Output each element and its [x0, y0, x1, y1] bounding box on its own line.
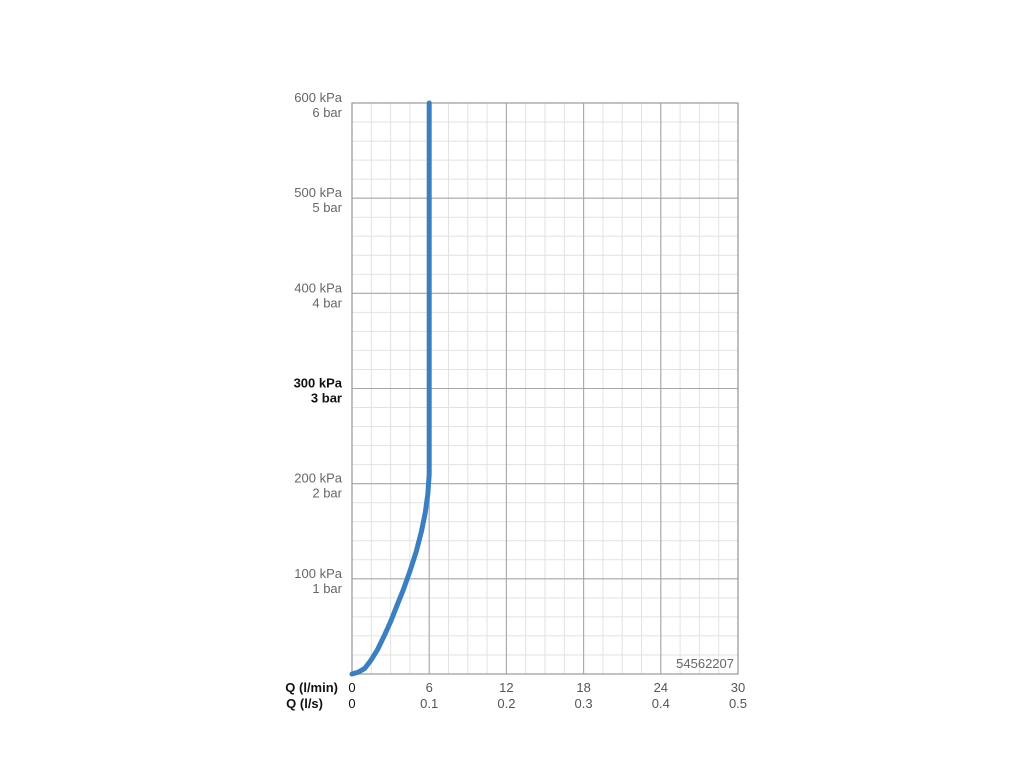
y-tick-label-bar: 4 bar: [312, 295, 342, 310]
x-tick-label-ls: 0.4: [652, 696, 670, 711]
y-tick-label-kpa: 300 kPa: [294, 376, 343, 391]
x-tick-label-lmin: 24: [654, 680, 668, 695]
series-line: [349, 100, 432, 677]
plot-frame: [351, 102, 739, 675]
y-tick-label-bar: 6 bar: [312, 105, 342, 120]
x-axis-labels: 0 6 12 18 24 30 0 0.1 0.2 0.3 0.4 0.5: [348, 680, 747, 711]
x-tick-label-ls: 0.5: [729, 696, 747, 711]
y-tick-label-bar: 5 bar: [312, 200, 342, 215]
y-tick-label-kpa: 100 kPa: [294, 566, 342, 581]
y-tick-label-bar: 3 bar: [311, 391, 342, 406]
x-tick-label-ls: 0: [348, 696, 355, 711]
y-tick-label-kpa: 500 kPa: [294, 185, 342, 200]
y-tick-label-kpa: 200 kPa: [294, 471, 342, 486]
product-code-annotation: 54562207: [676, 656, 734, 671]
x-tick-label-lmin: 30: [731, 680, 745, 695]
x-tick-label-lmin: 12: [499, 680, 513, 695]
y-tick-label-kpa: 400 kPa: [294, 280, 342, 295]
x-tick-label-lmin: 0: [348, 680, 355, 695]
x-tick-label-ls: 0.1: [420, 696, 438, 711]
x-tick-label-ls: 0.3: [575, 696, 593, 711]
x-tick-label-lmin: 18: [576, 680, 590, 695]
x-tick-label-ls: 0.2: [497, 696, 515, 711]
y-tick-label-bar: 1 bar: [312, 581, 342, 596]
x-axis-title-primary: Q (l/min): [285, 680, 338, 695]
y-tick-label-kpa: 600 kPa: [294, 90, 342, 105]
x-tick-label-lmin: 6: [426, 680, 433, 695]
y-tick-label-bar: 2 bar: [312, 486, 342, 501]
x-axis-title-secondary: Q (l/s): [286, 696, 323, 711]
